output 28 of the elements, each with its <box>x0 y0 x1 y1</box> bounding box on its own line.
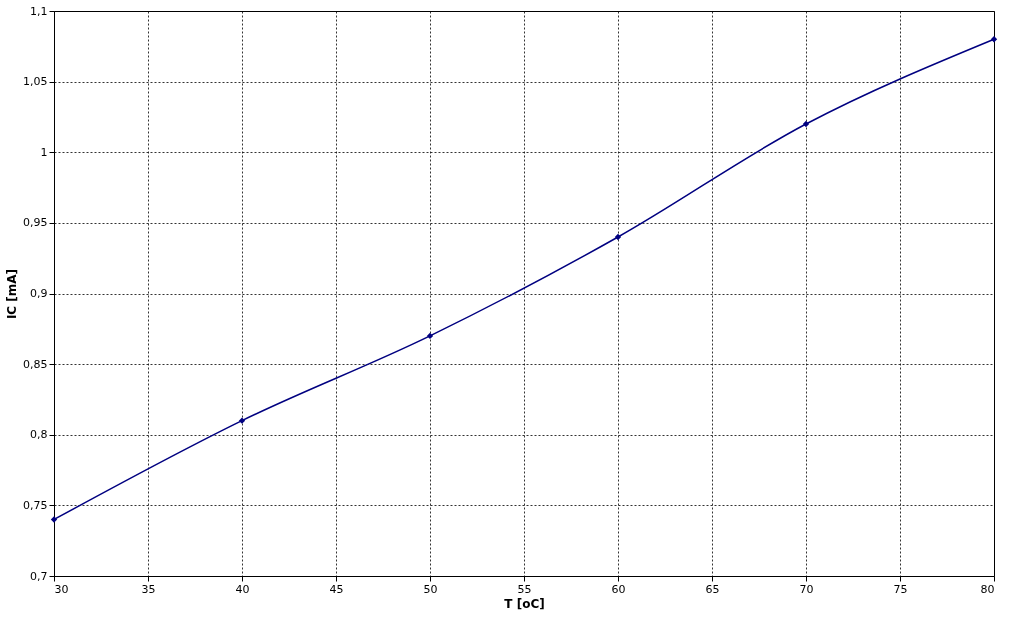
x-tick-label: 40 <box>235 582 250 596</box>
y-tick-label: 0,85 <box>23 357 48 371</box>
x-tick-label: 70 <box>799 582 814 596</box>
point <box>802 120 810 128</box>
x-tick-label: 60 <box>611 582 626 596</box>
x-tick-label: 50 <box>423 582 438 596</box>
y-tick-label: 0,9 <box>30 287 48 300</box>
point <box>238 417 246 424</box>
y-tick-label: 0,8 <box>30 428 48 442</box>
x-tick-label: 30 <box>54 582 69 596</box>
point <box>614 233 622 241</box>
y-tick-label: 1,1 <box>30 4 48 18</box>
y-tick-label: 0,75 <box>23 498 48 512</box>
y-tick-label: 1 <box>40 145 48 159</box>
x-tick-label: 35 <box>141 582 156 596</box>
x-tick-label: 80 <box>980 582 995 596</box>
x-axis-title: T [oC] <box>504 596 545 611</box>
y-tick-label: 1,05 <box>23 75 48 89</box>
x-tick-label: 75 <box>893 582 908 596</box>
y-tick-label: 0,7 <box>30 569 48 583</box>
x-tick-label: 55 <box>517 582 532 596</box>
y-tick-label: 0,95 <box>23 216 48 230</box>
x-tick-label: 65 <box>705 582 720 596</box>
y-axis-title: IC [mA] <box>5 268 20 320</box>
point <box>50 516 58 523</box>
point <box>426 332 434 340</box>
x-tick-label: 45 <box>329 582 344 596</box>
point <box>990 36 998 43</box>
